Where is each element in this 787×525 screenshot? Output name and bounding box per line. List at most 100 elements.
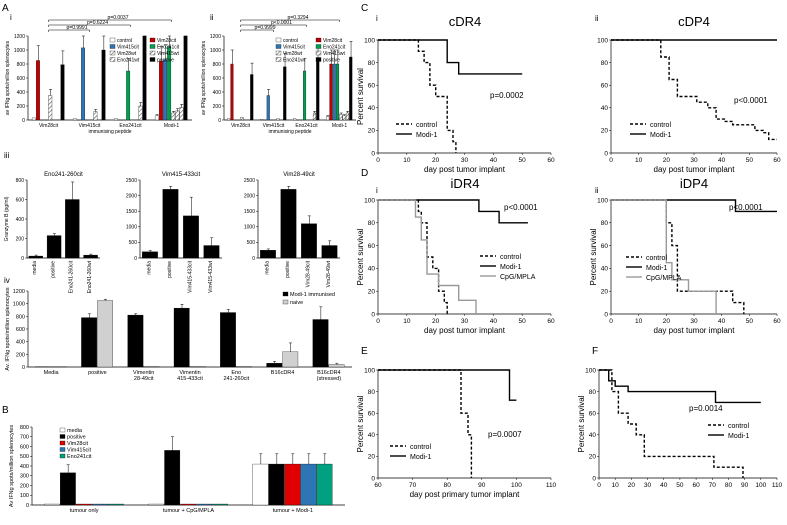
chart-D-ii: 0 20 40 60 80 100 0 10 20 30 40 50 60 iDP4 Percent sur… [589,176,781,335]
bar [212,503,229,506]
x-tick-label: 80 [444,482,452,489]
y-tick-label: 100 [20,493,29,499]
bar [227,118,231,121]
x-axis-label: day post tumor implant [424,326,506,335]
legend-swatch [109,50,116,56]
y-tick-label: 600 [16,327,25,333]
panel-label-A-iii: iii [4,151,10,160]
legend-label: Modi-1 [646,265,668,272]
p-value-label: p<0.0001 [734,96,768,105]
y-tick-label: 400 [16,340,25,346]
p-value-label: p<0.0001 [729,203,763,212]
x-tick-label: media [32,261,38,275]
chart-A-iii-vim415: 0 500 1000 1500 2000 2500 media positive Vim415-… [126,172,222,293]
legend-label: media [67,428,83,434]
x-tick-label: 20 [628,482,636,489]
x-tick-label: 20 [663,318,671,325]
legend-label: Eno241cit [323,45,346,51]
legend-label: control [283,38,298,44]
legend-label: Eno241cit [157,45,180,51]
x-tick-label: 40 [490,318,498,325]
legend-label: Vim28cit [67,441,88,447]
panel-label-A-i: i [10,13,12,22]
y-tick-label: 80 [589,389,597,396]
y-axis-label: av IFNg spots/million splenocytes [5,40,11,115]
x-tick-label: 50 [519,318,527,325]
p-value-label: p=0.9991 [67,25,88,31]
x-tick-label: 70 [409,482,417,489]
bar [329,63,333,121]
y-tick-label: 200 [213,104,222,110]
x-tick-label: 10 [635,157,643,164]
survival-curve-control [611,39,777,141]
y-tick-label: 100 [364,37,375,44]
bar [142,251,158,259]
y-tick-label: 60 [601,243,609,250]
bar [189,366,206,368]
y-axis-label: av IFNg spots/million splenocytes [201,40,207,115]
significance-bracket [48,24,131,27]
bar [126,70,131,121]
x-tick-label: (stressed) [317,376,342,382]
x-tick-label: 0 [376,318,380,325]
legend-label: control [646,255,667,262]
bar [171,112,176,121]
x-tick-label: positive [167,261,173,278]
panel-label-C-i: i [376,14,378,23]
bar [101,49,106,121]
survival-curve-modi-1 [378,39,523,75]
chart-title: iDP4 [680,176,708,191]
x-tick-label: Vim415-433cit [187,260,193,292]
y-tick-label: 100 [364,197,375,204]
y-tick-label: 0 [134,256,137,262]
x-tick-label: 28-49cit [134,376,154,382]
x-tick-label: 10 [635,318,643,325]
bar [303,70,307,121]
p-value-label: p=0.0002 [490,91,524,100]
y-tick-label: 0 [604,311,608,318]
bar [301,223,317,259]
legend-label: positive [67,435,86,441]
survival-curve-cpg-mpla [378,199,477,314]
legend-swatch [59,427,66,433]
x-tick-label: Eno241-260cit [69,260,75,293]
y-tick-label: 60 [368,243,376,250]
bar [250,74,254,121]
y-tick-label: 60 [368,82,376,89]
x-tick-label: 40 [660,482,668,489]
legend-label: Eno241wt [283,58,306,64]
y-tick-label: 200 [20,483,29,489]
x-tick-label: tumour only [70,508,99,514]
bar [203,245,220,259]
bar [72,118,77,121]
x-tick-label: Media [44,370,60,376]
x-tick-label: positive [50,261,56,278]
bar [266,95,270,121]
bar [164,450,181,506]
y-tick-label: 80 [368,389,376,396]
panel-label-A-ii: ii [210,13,214,22]
x-axis-label: immunising peptide [88,129,131,135]
x-tick-label: 50 [519,157,527,164]
legend-swatch [315,50,322,56]
bar [183,215,199,259]
bar [230,63,234,121]
p-value-label: p<0.0001 [271,20,292,26]
bar [108,503,124,506]
x-axis-label: day post tumor implant [654,165,736,174]
x-tick-label: 60 [692,482,700,489]
y-tick-label: 40 [601,266,609,273]
panel-label-A-iv: iv [4,276,10,285]
x-tick-label: Eno241cit [119,123,142,129]
y-axis-label: Percent survival [577,395,586,452]
bar [316,463,333,506]
bar [345,112,349,121]
y-tick-label: 800 [20,425,29,431]
legend-label: Vim28wt [283,51,303,57]
significance-bracket [48,19,172,22]
bar [282,351,299,368]
x-tick-label: 40 [718,318,726,325]
x-tick-label: media [264,261,270,275]
x-tick-label: Eno241cit [295,123,318,129]
x-tick-label: 100 [755,482,766,489]
